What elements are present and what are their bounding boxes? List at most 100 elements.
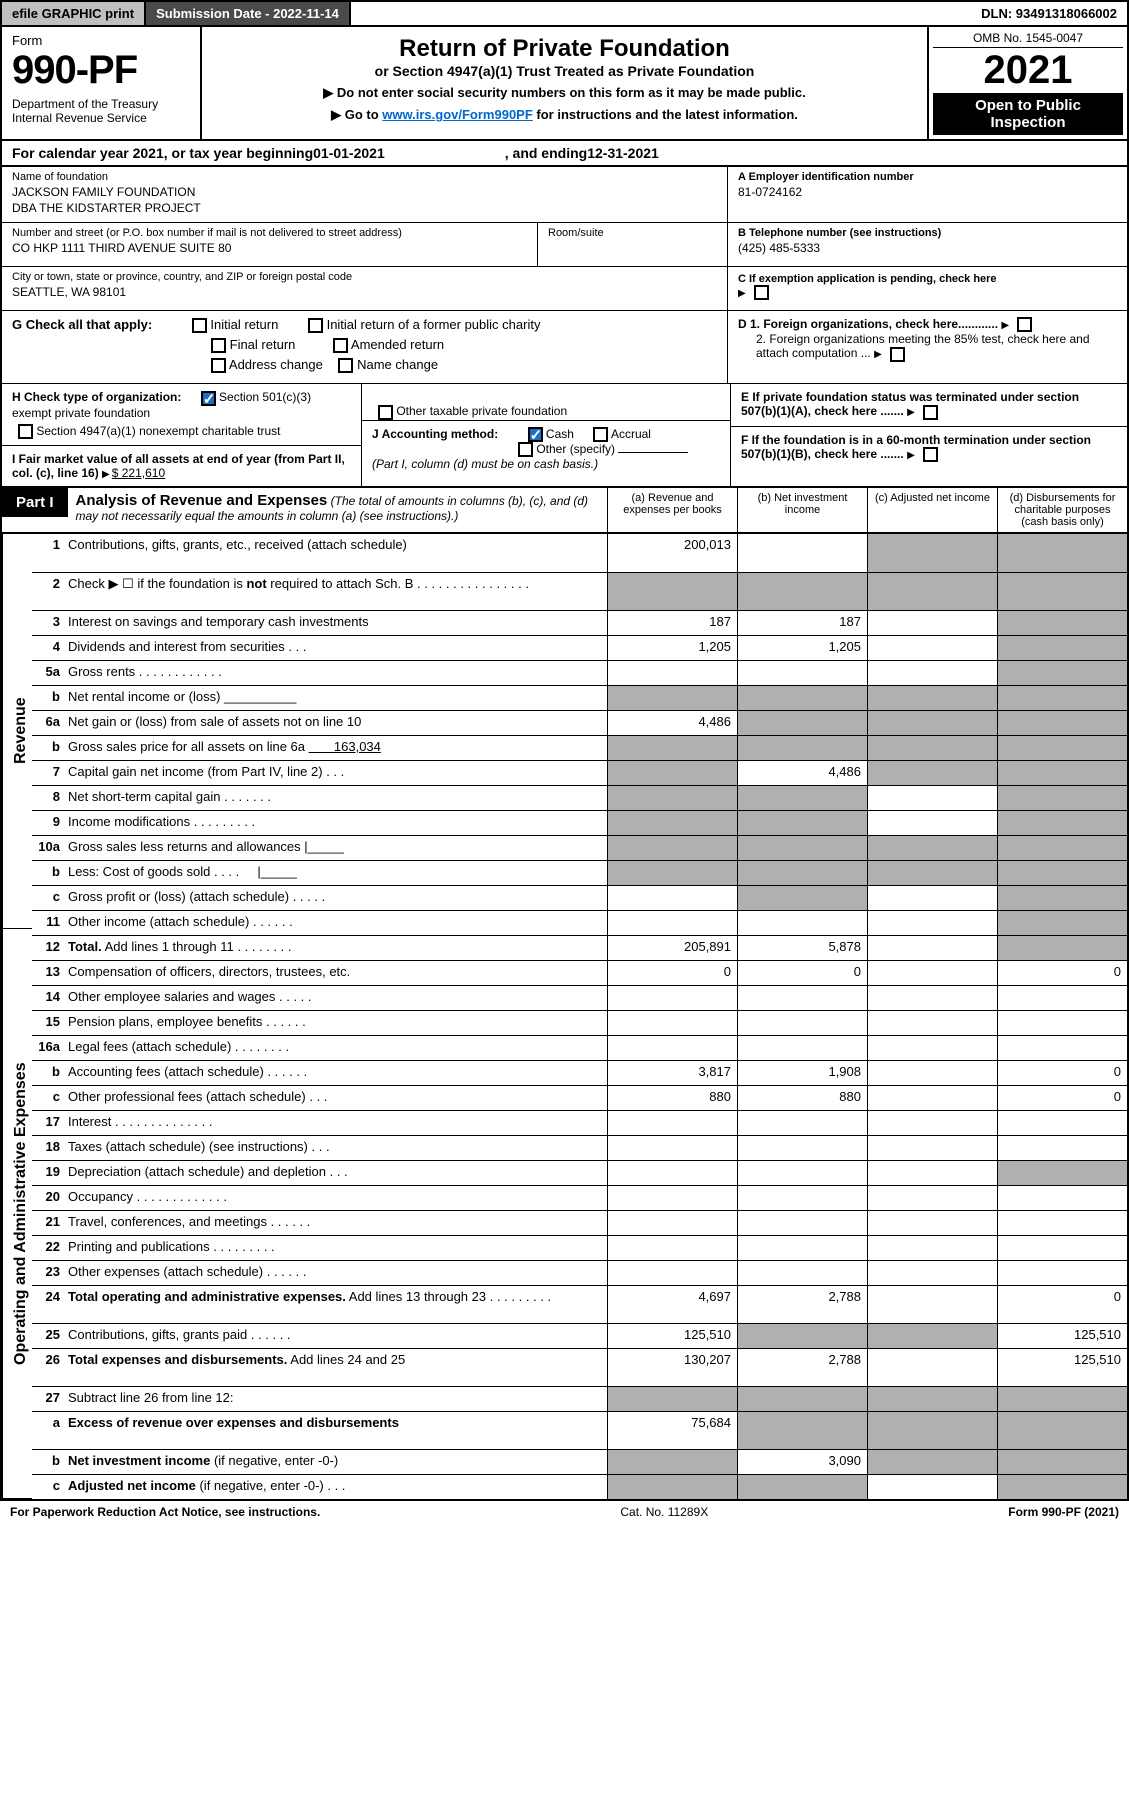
col-b: [737, 1324, 867, 1348]
col-a: [607, 786, 737, 810]
table-row: 16aLegal fees (attach schedule) . . . . …: [32, 1035, 1127, 1060]
col-b: [737, 1111, 867, 1135]
col-b: 880: [737, 1086, 867, 1110]
line-number: 2: [32, 573, 66, 610]
phone-label: B Telephone number (see instructions): [738, 227, 1117, 239]
col-d: [997, 1186, 1127, 1210]
col-b-header: (b) Net investment income: [737, 488, 867, 532]
col-d: [997, 1475, 1127, 1499]
table-row: 1Contributions, gifts, grants, etc., rec…: [32, 534, 1127, 572]
line-desc: Travel, conferences, and meetings . . . …: [66, 1211, 607, 1235]
line-desc: Total operating and administrative expen…: [66, 1286, 607, 1323]
checkbox-address-change[interactable]: [211, 358, 226, 373]
checkbox-amended[interactable]: [333, 338, 348, 353]
line-number: 20: [32, 1186, 66, 1210]
line-number: 7: [32, 761, 66, 785]
checkbox-accrual[interactable]: [593, 427, 608, 442]
col-a: 0: [607, 961, 737, 985]
line-number: 4: [32, 636, 66, 660]
line-desc: Interest . . . . . . . . . . . . . .: [66, 1111, 607, 1135]
line-desc: Interest on savings and temporary cash i…: [66, 611, 607, 635]
table-row: 5aGross rents . . . . . . . . . . . .: [32, 660, 1127, 685]
col-b: 0: [737, 961, 867, 985]
checkbox-name-change[interactable]: [338, 358, 353, 373]
col-a: 3,817: [607, 1061, 737, 1085]
checkbox-d1[interactable]: [1017, 317, 1032, 332]
line-desc: Accounting fees (attach schedule) . . . …: [66, 1061, 607, 1085]
col-a: [607, 861, 737, 885]
col-a: [607, 661, 737, 685]
form-label: Form: [12, 33, 190, 48]
instructions-link[interactable]: www.irs.gov/Form990PF: [382, 107, 533, 122]
line-desc: Depreciation (attach schedule) and deple…: [66, 1161, 607, 1185]
part1-label: Part I: [2, 488, 68, 517]
col-c: [867, 1387, 997, 1411]
efile-print-button[interactable]: efile GRAPHIC print: [2, 2, 146, 25]
col-a: 130,207: [607, 1349, 737, 1386]
line-desc: Other expenses (attach schedule) . . . .…: [66, 1261, 607, 1285]
line-number: 6a: [32, 711, 66, 735]
col-b: [737, 1475, 867, 1499]
checkbox-501c3[interactable]: [201, 391, 216, 406]
table-row: 2Check ▶ ☐ if the foundation is not requ…: [32, 572, 1127, 610]
col-d: [997, 1211, 1127, 1235]
footer-right: Form 990-PF (2021): [1008, 1505, 1119, 1519]
col-c: [867, 1412, 997, 1449]
col-d: [997, 1136, 1127, 1160]
col-b: [737, 811, 867, 835]
checkbox-other-method[interactable]: [518, 442, 533, 457]
city-label: City or town, state or province, country…: [12, 271, 717, 283]
tax-year-begin: 01-01-2021: [313, 145, 385, 161]
checkbox-f[interactable]: [923, 447, 938, 462]
col-c: [867, 1349, 997, 1386]
form-number: 990-PF: [12, 48, 190, 93]
line-desc: Check ▶ ☐ if the foundation is not requi…: [66, 573, 607, 610]
col-d: [997, 861, 1127, 885]
d2-label: 2. Foreign organizations meeting the 85%…: [756, 332, 1090, 360]
line-number: 25: [32, 1324, 66, 1348]
col-b: [737, 1261, 867, 1285]
checkbox-c[interactable]: [754, 285, 769, 300]
checkbox-initial-former[interactable]: [308, 318, 323, 333]
line-desc: Printing and publications . . . . . . . …: [66, 1236, 607, 1260]
ssn-warning: ▶ Do not enter social security numbers o…: [210, 85, 919, 101]
col-a: 4,486: [607, 711, 737, 735]
line-desc: Subtract line 26 from line 12:: [66, 1387, 607, 1411]
checkbox-other-taxable[interactable]: [378, 405, 393, 420]
checkbox-e[interactable]: [923, 405, 938, 420]
col-d: [997, 736, 1127, 760]
table-row: 7Capital gain net income (from Part IV, …: [32, 760, 1127, 785]
h-label: H Check type of organization:: [12, 390, 181, 404]
col-a: [607, 761, 737, 785]
col-a: [607, 1236, 737, 1260]
col-a: [607, 911, 737, 935]
col-b: [737, 1412, 867, 1449]
checkbox-4947[interactable]: [18, 424, 33, 439]
checkbox-cash[interactable]: [528, 427, 543, 442]
table-row: 26Total expenses and disbursements. Add …: [32, 1348, 1127, 1386]
col-d: [997, 636, 1127, 660]
col-a: [607, 1475, 737, 1499]
col-c: [867, 861, 997, 885]
table-row: 14Other employee salaries and wages . . …: [32, 985, 1127, 1010]
table-row: aExcess of revenue over expenses and dis…: [32, 1411, 1127, 1449]
checkbox-final-return[interactable]: [211, 338, 226, 353]
table-row: 21Travel, conferences, and meetings . . …: [32, 1210, 1127, 1235]
col-d: [997, 534, 1127, 572]
line-desc: Total. Add lines 1 through 11 . . . . . …: [66, 936, 607, 960]
col-b: [737, 911, 867, 935]
line-number: a: [32, 1412, 66, 1449]
checkbox-initial-return[interactable]: [192, 318, 207, 333]
checkbox-d2[interactable]: [890, 347, 905, 362]
col-a: [607, 1136, 737, 1160]
col-a: [607, 1011, 737, 1035]
line-desc: Capital gain net income (from Part IV, l…: [66, 761, 607, 785]
col-c-header: (c) Adjusted net income: [867, 488, 997, 532]
col-d: [997, 911, 1127, 935]
line-number: 17: [32, 1111, 66, 1135]
col-b: [737, 736, 867, 760]
form-header: Form 990-PF Department of the TreasuryIn…: [0, 27, 1129, 141]
col-d-header: (d) Disbursements for charitable purpose…: [997, 488, 1127, 532]
line-desc: Other income (attach schedule) . . . . .…: [66, 911, 607, 935]
col-c: [867, 936, 997, 960]
